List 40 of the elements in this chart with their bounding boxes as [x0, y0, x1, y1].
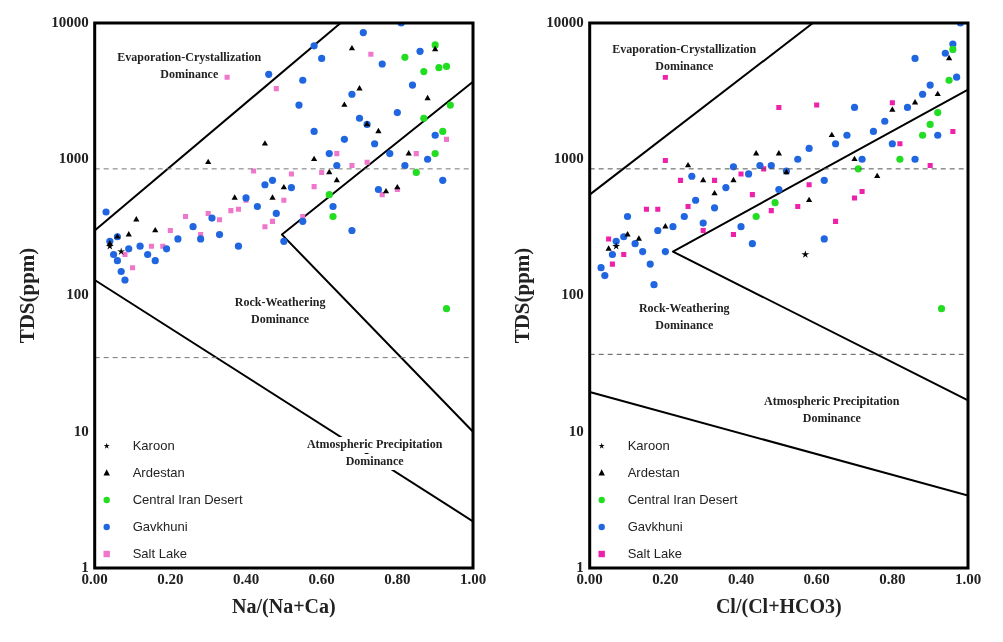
- y-axis-title: TDS(ppm): [510, 247, 535, 344]
- annotation: Evaporation-Crystallization Dominance: [612, 42, 757, 74]
- legend-label: Karoon: [132, 437, 175, 453]
- legend-label: Ardestan: [132, 464, 185, 480]
- annotation: Rock-Weathering Dominance: [234, 295, 326, 327]
- y-tick-label: 10000: [546, 13, 584, 30]
- y-tick-label: 1000: [58, 150, 89, 167]
- legend-label: Gavkhuni: [132, 518, 188, 534]
- x-tick-label: 1.00: [954, 570, 982, 587]
- annotation: Rock-Weathering Dominance: [638, 300, 730, 332]
- x-tick-label: 0.20: [652, 570, 679, 587]
- x-tick-label: 1.00: [459, 570, 487, 587]
- legend-label: Karoon: [627, 437, 670, 453]
- annotation: Atmospheric Precipitation Dominance: [764, 393, 900, 425]
- x-tick-label: 0.60: [308, 570, 335, 587]
- y-tick-label: 100: [66, 286, 89, 303]
- y-tick-label: 1000: [553, 150, 584, 167]
- x-tick-label: 0.60: [803, 570, 830, 587]
- y-tick-label: 1: [81, 558, 89, 575]
- x-tick-label: 0.40: [727, 570, 755, 587]
- legend-label: Salt Lake: [132, 545, 187, 561]
- y-tick-label: 10000: [51, 13, 89, 30]
- y-axis-title: TDS(ppm): [15, 247, 40, 344]
- x-axis-title: Cl/(Cl+HCO3): [715, 595, 842, 619]
- annotation: Atmospheric Precipitation Dominance: [306, 437, 443, 469]
- annotation: Evaporation-Crystallization Dominance: [117, 50, 262, 82]
- x-tick-label: 0.40: [232, 570, 260, 587]
- y-tick-label: 10: [568, 422, 584, 439]
- legend-label: Central Iran Desert: [132, 491, 243, 507]
- legend-label: Central Iran Desert: [627, 491, 738, 507]
- y-tick-label: 10: [73, 422, 89, 439]
- x-tick-label: 0.80: [384, 570, 411, 587]
- legend-label: Gavkhuni: [627, 518, 683, 534]
- legend-label: Salt Lake: [627, 545, 682, 561]
- legend-label: Ardestan: [627, 464, 680, 480]
- x-axis-title: Na/(Na+Ca): [232, 595, 336, 619]
- x-tick-label: 0.20: [157, 570, 184, 587]
- x-tick-label: 0.80: [879, 570, 906, 587]
- y-tick-label: 1: [576, 558, 584, 575]
- y-tick-label: 100: [561, 286, 584, 303]
